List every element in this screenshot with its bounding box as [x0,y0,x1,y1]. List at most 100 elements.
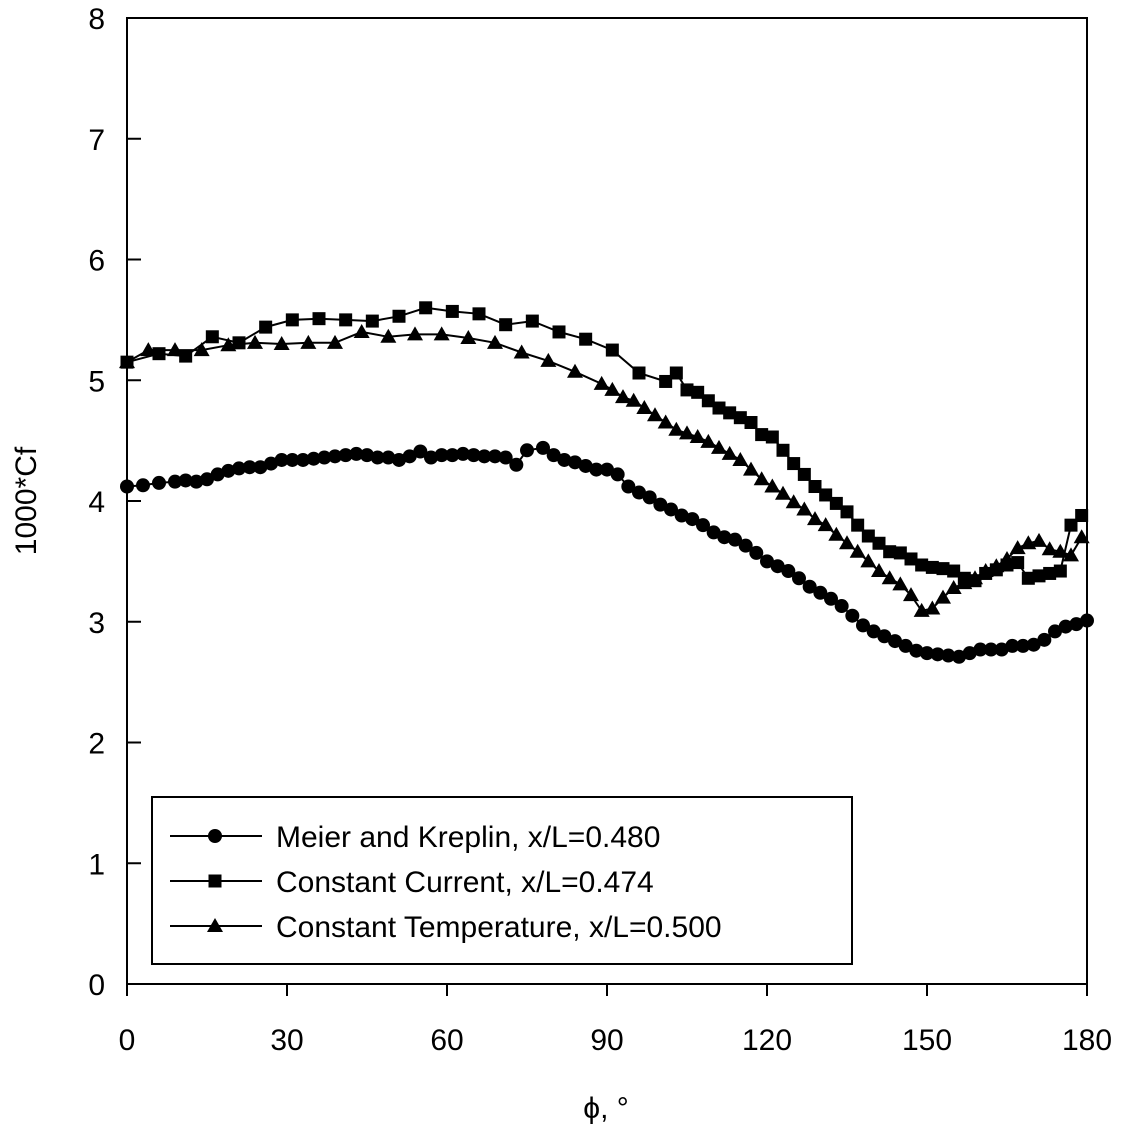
data-point-triangle [353,323,370,338]
data-point-circle [210,467,225,482]
data-point-triangle [689,429,706,444]
data-point-circle [536,440,550,455]
x-tick-label: 150 [902,1024,952,1057]
y-tick-label: 1 [88,848,105,881]
data-point-square [525,314,539,328]
data-point-circle [973,642,988,657]
data-point-circle [253,460,268,475]
data-point-square [829,496,843,510]
data-point-triangle [711,439,727,454]
data-point-circle [578,458,593,473]
data-point-circle [1005,638,1020,653]
data-point-circle [621,479,636,494]
data-point-circle [856,618,870,633]
data-point-square [925,560,939,574]
data-point-square [1053,564,1067,578]
data-point-circle [221,463,236,478]
data-point-square [1043,566,1057,580]
data-point-circle [1037,632,1052,647]
data-point-triangle [647,407,663,422]
data-point-square [861,529,875,543]
data-point-circle [984,642,998,657]
data-point-triangle [700,433,717,448]
data-point-square [659,374,673,388]
data-point-circle [360,448,374,463]
data-point-square [947,564,961,578]
y-axis: 0 1 2 3 4 5 6 7 8 [88,3,141,1002]
data-point-triangle [903,587,919,602]
data-point-triangle [828,526,845,541]
data-point-circle [232,461,246,476]
y-tick-label: 7 [88,124,105,157]
data-point-triangle [487,334,503,349]
y-tick-label: 0 [88,969,105,1002]
data-point-circle [189,474,204,489]
data-point-triangle [967,570,983,585]
data-point-square [1011,556,1025,570]
series-line [126,446,1088,658]
data-point-triangle [956,575,973,590]
data-point-triangle [839,535,855,550]
data-point-triangle [935,589,951,604]
data-point-square [208,874,222,888]
legend-box [151,796,853,965]
data-point-triangle [193,342,210,357]
data-point-circle [802,579,817,594]
series-triangle [119,323,1090,617]
data-point-square [232,336,246,350]
y-tick-label: 3 [88,607,105,640]
data-point-square [1075,508,1089,522]
data-point-square [787,457,801,471]
data-point-circle [285,452,300,467]
data-point-triangle [407,326,423,341]
data-point-triangle [1009,540,1026,555]
data-point-square [312,312,326,326]
data-point-circle [952,649,966,664]
data-point-square [579,332,593,346]
data-point-triangle [327,334,343,349]
data-point-triangle [860,553,877,568]
data-point-triangle [593,375,610,390]
data-point-circle [477,449,492,464]
data-point-triangle [300,334,317,349]
data-point-circle [445,448,460,463]
data-point-circle [274,452,289,467]
data-point-triangle [460,329,477,344]
data-point-circle [456,446,470,461]
data-point-circle [520,443,534,458]
data-point-triangle [945,579,962,594]
data-point-square [840,505,854,519]
data-point-square [723,406,737,420]
data-point-circle [168,474,182,489]
data-point-circle [717,530,732,545]
data-point-square [744,416,758,430]
data-point-square [472,307,486,321]
data-point-square [445,304,459,318]
data-point-circle [664,502,678,517]
data-point-triangle [604,381,621,396]
data-point-triangle [1031,532,1047,547]
data-point-square [936,562,950,576]
data-point-circle [930,647,945,662]
data-point-square [1032,569,1046,583]
data-point-triangle [988,558,1005,573]
x-tick-label: 120 [742,1024,792,1057]
data-point-triangle [1073,529,1090,544]
data-point-circle [120,479,134,494]
data-point-circle [877,629,892,644]
data-point-triangle [540,352,557,367]
data-point-triangle [220,337,237,352]
data-point-circle [1058,619,1073,634]
data-point-square [893,546,907,560]
data-point-triangle [513,344,530,359]
data-point-circle [685,512,700,527]
data-point-circle [770,559,785,574]
data-point-circle [888,634,902,649]
data-point-triangle [743,461,759,476]
y-tick-label: 5 [88,365,105,398]
data-point-triangle [668,421,685,436]
data-point-square [259,320,273,334]
data-point-circle [653,497,668,512]
data-point-square [552,325,566,339]
